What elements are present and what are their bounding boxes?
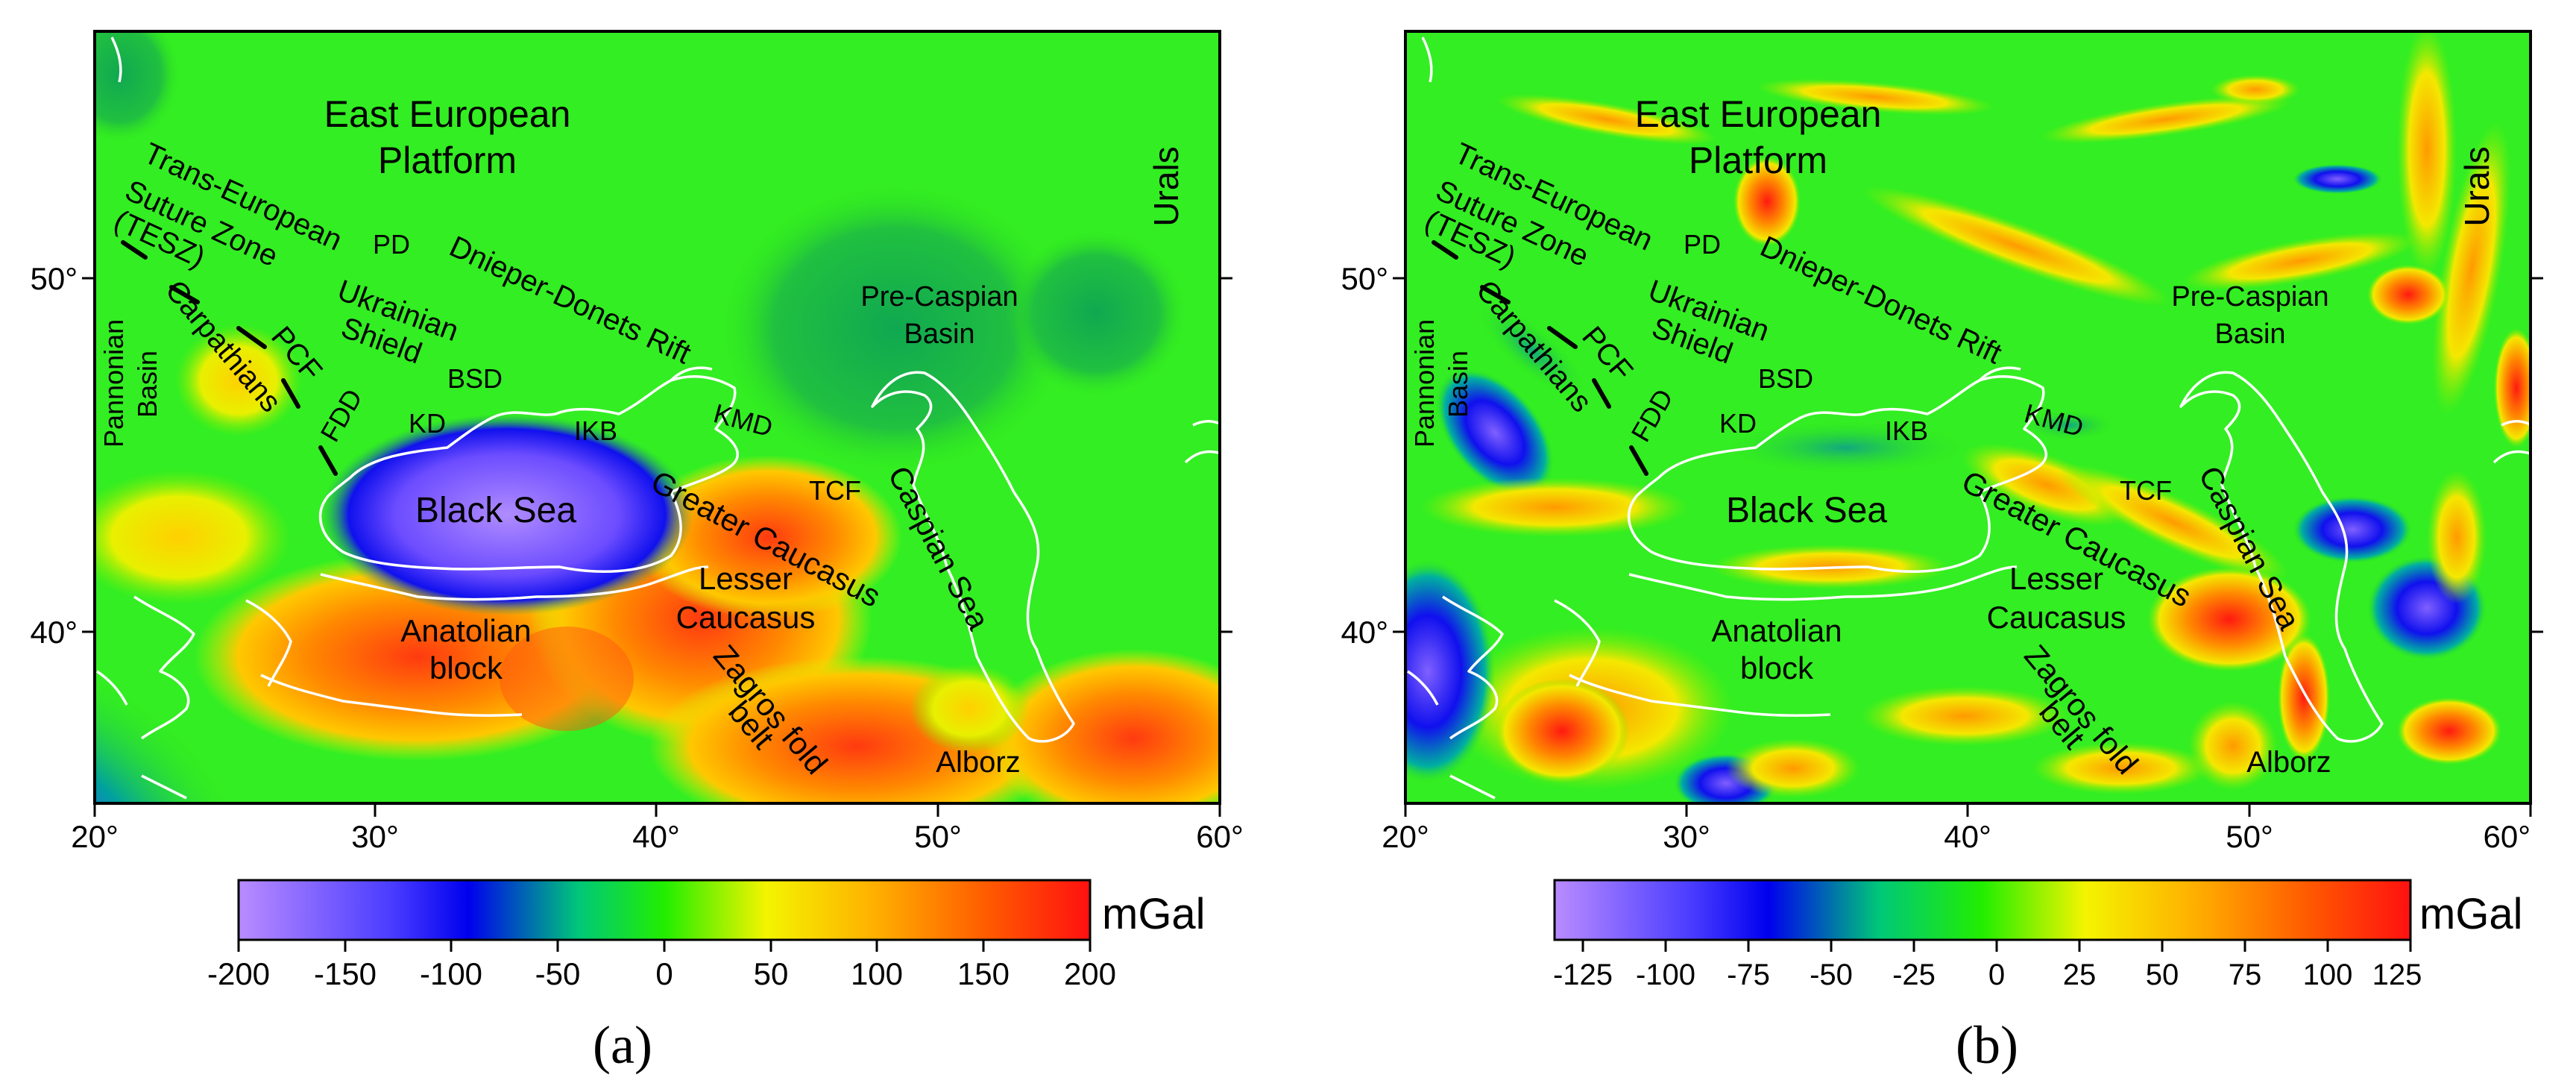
colorbar-tick: -75 <box>1727 958 1770 991</box>
label-pannonian-basin: Basin <box>132 351 163 418</box>
label-ikb: IKB <box>1885 415 1928 446</box>
label-anatolian: Anatolian <box>1711 613 1842 648</box>
fault-markers-a <box>121 240 338 476</box>
fault-markers-b <box>1432 240 1648 476</box>
label-bsd: BSD <box>447 363 503 394</box>
label-pannonian-basin: Basin <box>1443 351 1473 418</box>
lon-tick-label: 50° <box>914 819 962 854</box>
panel-a: East European Platform Urals Trans-Europ… <box>30 30 1244 1075</box>
label-pre-caspian-basin: Basin <box>904 318 974 350</box>
colorbar-tick: -25 <box>1892 958 1936 991</box>
lon-tick-label: 20° <box>1382 819 1429 854</box>
label-bsd: BSD <box>1758 363 1813 394</box>
label-pre-caspian-basin: Basin <box>2214 318 2285 350</box>
label-alborz: Alborz <box>936 746 1020 779</box>
colorbar-tick: -125 <box>1553 958 1613 991</box>
colorbar-b: -125 -100 -75 -50 -25 0 25 50 75 100 125… <box>1553 879 2523 991</box>
lon-tick-label: 50° <box>2226 819 2273 854</box>
colorbar-tick: -150 <box>314 956 377 991</box>
lon-tick-label: 30° <box>351 819 399 854</box>
coastlines-b <box>1407 37 2531 800</box>
label-pannonian: Pannonian <box>98 319 129 448</box>
lat-tick-label: 50° <box>1341 261 1388 296</box>
panel-label-a: (a) <box>593 1015 652 1075</box>
colorbar-tick: -50 <box>1810 958 1853 991</box>
lat-tick-label: 50° <box>30 261 78 296</box>
panel-b: East European Platform Urals Trans-Europ… <box>1309 0 2576 1088</box>
colorbar-tick: 100 <box>2303 958 2353 991</box>
label-pd: PD <box>1684 229 1721 260</box>
map-figure-b: East European Platform Urals Trans-Europ… <box>1341 30 2543 991</box>
label-pannonian: Pannonian <box>1409 319 1440 448</box>
colorbar-tick: 0 <box>655 956 673 991</box>
coastlines-a <box>96 37 1220 800</box>
colorbar-tick: 125 <box>2372 958 2422 991</box>
label-pre-caspian: Pre-Caspian <box>2171 281 2328 313</box>
label-platform: Platform <box>378 139 517 181</box>
colorbar-tick: 25 <box>2063 958 2097 991</box>
colorbar-tick: 75 <box>2229 958 2262 991</box>
map-figure-a: East European Platform Urals Trans-Europ… <box>30 30 1244 991</box>
colorbar-tick: 0 <box>1988 958 2005 991</box>
label-kd: KD <box>1719 408 1757 439</box>
colorbar-tick: 200 <box>1064 956 1116 991</box>
label-platform: Platform <box>1689 139 1827 181</box>
label-lesser: Lesser <box>2009 561 2103 596</box>
label-tcf: TCF <box>809 475 861 506</box>
axis-ticks-a <box>82 277 1232 817</box>
colorbar-unit: mGal <box>1102 890 1206 938</box>
lon-tick-label: 20° <box>71 819 119 854</box>
axis-labels-a: 20° 30° 40° 50° 60° 50° 40° <box>30 261 1243 854</box>
label-caucasus: Caucasus <box>1987 600 2126 635</box>
label-urals: Urals <box>2457 146 2496 226</box>
label-tcf: TCF <box>2120 475 2172 506</box>
label-black-sea: Black Sea <box>415 491 576 530</box>
label-ikb: IKB <box>574 415 617 446</box>
colorbar-tick: 150 <box>957 956 1010 991</box>
label-block: block <box>429 650 503 685</box>
label-alborz: Alborz <box>2246 746 2331 779</box>
label-east-european: East European <box>1635 93 1882 135</box>
label-lesser: Lesser <box>699 561 793 596</box>
label-pre-caspian: Pre-Caspian <box>860 281 1018 313</box>
label-block: block <box>1740 650 1814 685</box>
anomaly-map-b: East European Platform Urals Trans-Europ… <box>1405 31 2531 803</box>
axis-ticks-b <box>1393 277 2543 817</box>
anomaly-map-a: East European Platform Urals Trans-Europ… <box>95 31 1220 803</box>
label-east-european: East European <box>324 93 571 135</box>
colorbar-tick: -50 <box>535 956 581 991</box>
lon-tick-label: 40° <box>1944 819 1991 854</box>
label-pd: PD <box>373 229 410 260</box>
lat-tick-label: 40° <box>1341 615 1388 650</box>
colorbar-tick: -100 <box>420 956 482 991</box>
label-caucasus: Caucasus <box>676 600 816 635</box>
label-black-sea: Black Sea <box>1726 491 1887 530</box>
colorbar-tick: 100 <box>851 956 903 991</box>
panel-label-b: (b) <box>1956 1015 2018 1075</box>
lon-tick-label: 60° <box>2483 819 2531 854</box>
colorbar-tick: 50 <box>754 956 789 991</box>
colorbar-a: -200 -150 -100 -50 0 50 100 150 200 mGal <box>207 879 1206 991</box>
colorbar-tick: -200 <box>207 956 270 991</box>
colorbar-tick: -100 <box>1636 958 1695 991</box>
lat-tick-label: 40° <box>30 615 78 650</box>
lon-tick-label: 40° <box>632 819 680 854</box>
label-kd: KD <box>409 408 446 439</box>
lon-tick-label: 60° <box>1196 819 1244 854</box>
lon-tick-label: 30° <box>1663 819 1710 854</box>
axis-labels-b: 20° 30° 40° 50° 60° 50° 40° <box>1341 261 2531 854</box>
label-urals: Urals <box>1147 146 1185 226</box>
colorbar-unit: mGal <box>2419 890 2523 938</box>
label-anatolian: Anatolian <box>400 613 531 648</box>
colorbar-tick: 50 <box>2146 958 2179 991</box>
